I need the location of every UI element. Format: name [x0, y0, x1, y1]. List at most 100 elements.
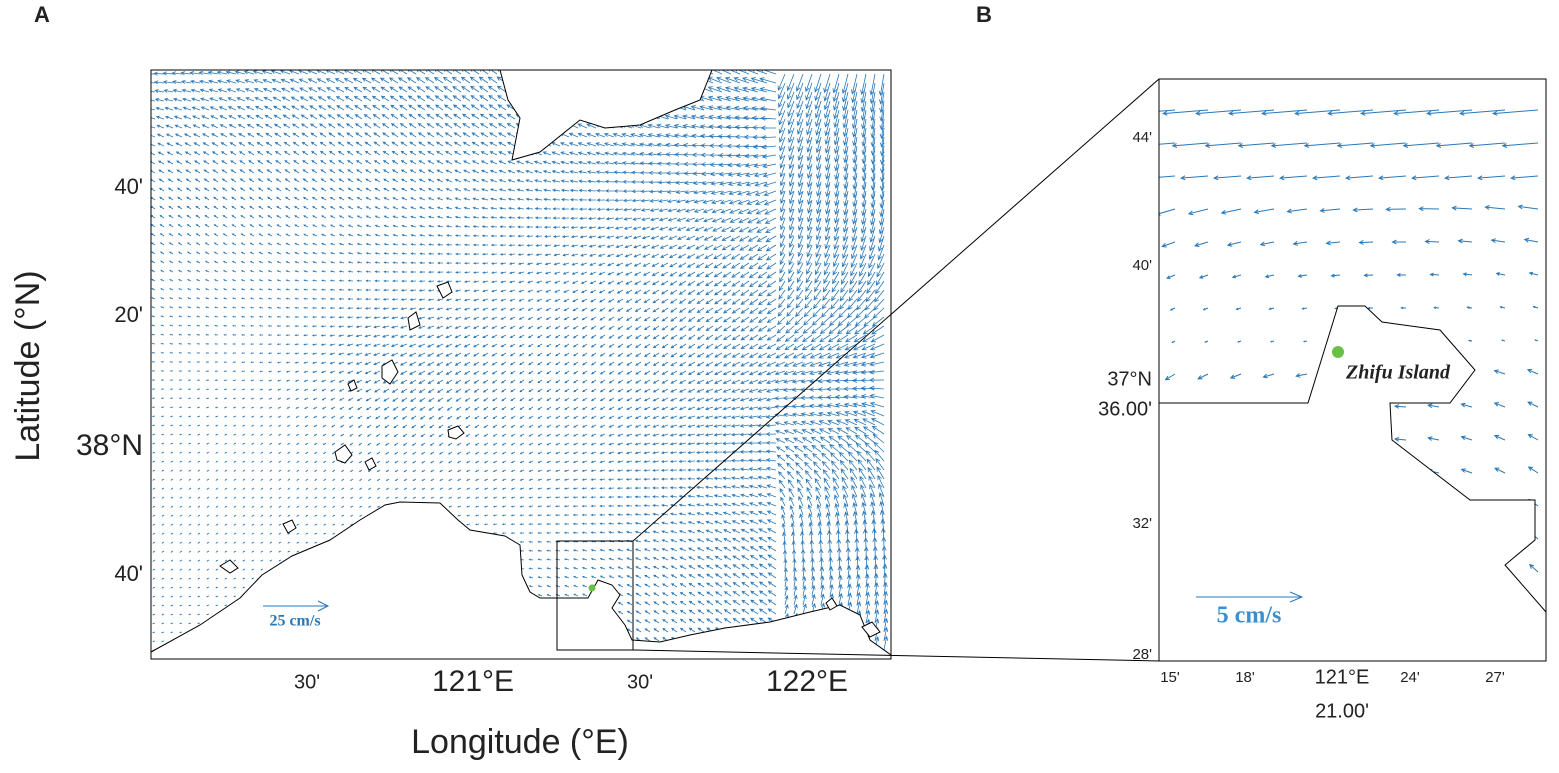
current-arrow	[573, 442, 579, 446]
current-arrow	[370, 77, 381, 84]
current-arrow	[259, 388, 264, 391]
current-arrow	[358, 460, 363, 464]
current-arrow	[421, 451, 426, 455]
current-arrow	[500, 352, 507, 357]
current-arrow	[740, 343, 750, 349]
current-arrow	[296, 550, 300, 553]
current-arrow	[661, 361, 669, 366]
current-arrow	[670, 574, 678, 579]
current-arrow	[251, 568, 255, 571]
current-arrow	[748, 388, 759, 393]
current-arrow	[499, 234, 507, 238]
current-arrow	[329, 316, 336, 319]
current-arrow	[728, 199, 741, 205]
current-arrow	[188, 415, 192, 418]
current-arrow	[536, 325, 543, 329]
current-arrow	[555, 522, 561, 526]
current-arrow	[269, 442, 273, 445]
current-arrow	[749, 316, 759, 323]
current-arrow	[806, 486, 813, 498]
current-arrow	[528, 576, 534, 579]
current-arrow	[661, 307, 669, 313]
current-arrow	[527, 298, 534, 302]
current-arrow	[815, 118, 822, 136]
current-arrow	[151, 215, 156, 219]
current-arrow	[348, 406, 354, 410]
current-arrow	[278, 523, 282, 526]
current-arrow	[821, 298, 831, 310]
current-arrow	[399, 334, 408, 338]
current-arrow	[687, 298, 696, 304]
current-arrow	[362, 86, 372, 93]
current-arrow	[800, 412, 813, 417]
current-arrow	[758, 554, 768, 561]
current-arrow	[274, 132, 282, 138]
current-arrow	[412, 460, 417, 464]
current-arrow	[805, 100, 813, 119]
current-arrow	[242, 415, 246, 418]
current-arrow	[721, 244, 732, 251]
current-arrow	[693, 190, 705, 195]
current-arrow	[818, 352, 831, 359]
current-arrow	[233, 541, 237, 544]
current-arrow	[555, 505, 561, 508]
current-arrow	[278, 487, 282, 490]
current-arrow	[731, 298, 741, 305]
current-arrow	[599, 460, 606, 464]
current-arrow	[766, 510, 777, 516]
current-arrow	[240, 205, 246, 210]
current-arrow	[796, 280, 804, 292]
current-arrow	[292, 150, 300, 156]
current-arrow	[457, 460, 462, 464]
current-arrow	[696, 468, 705, 472]
current-arrow	[599, 352, 606, 357]
current-arrow	[251, 514, 255, 517]
current-arrow	[564, 415, 570, 419]
current-arrow	[687, 271, 696, 277]
current-arrow	[242, 541, 246, 544]
current-arrow	[625, 451, 633, 455]
current-arrow	[661, 433, 669, 437]
current-arrow	[151, 260, 156, 264]
current-arrow	[696, 406, 705, 411]
current-arrow	[482, 334, 489, 339]
current-arrow	[240, 196, 246, 201]
current-arrow	[560, 151, 570, 156]
current-arrow	[825, 172, 831, 189]
current-arrow	[767, 563, 777, 570]
current-arrow	[419, 261, 426, 265]
current-arrow	[260, 424, 264, 427]
current-arrow	[688, 600, 696, 606]
current-arrow	[250, 379, 255, 382]
current-arrow	[687, 503, 696, 507]
current-arrow	[732, 608, 741, 615]
current-arrow	[174, 133, 183, 138]
current-arrow	[679, 574, 687, 579]
current-arrow	[482, 361, 489, 366]
current-arrow	[767, 581, 777, 588]
current-arrow	[696, 529, 705, 534]
current-arrow	[662, 628, 669, 633]
current-arrow	[793, 325, 804, 334]
current-arrow	[347, 288, 354, 291]
current-arrow	[537, 415, 543, 419]
current-arrow	[748, 458, 759, 463]
current-arrow	[528, 558, 534, 561]
current-arrow	[796, 271, 804, 284]
current-arrow	[151, 306, 156, 309]
current-arrow	[590, 504, 597, 508]
current-arrow	[472, 243, 480, 247]
current-arrow	[545, 298, 552, 302]
current-arrow	[455, 252, 462, 256]
current-arrow	[718, 162, 732, 168]
current-arrow	[298, 78, 309, 84]
current-arrow	[563, 325, 570, 330]
current-arrow	[757, 449, 768, 454]
current-arrow	[563, 298, 570, 302]
current-arrow	[824, 136, 831, 154]
current-arrow	[474, 406, 480, 411]
current-arrow	[203, 160, 210, 165]
current-arrow	[299, 96, 309, 102]
current-arrow	[615, 244, 624, 248]
current-arrow	[597, 253, 606, 257]
